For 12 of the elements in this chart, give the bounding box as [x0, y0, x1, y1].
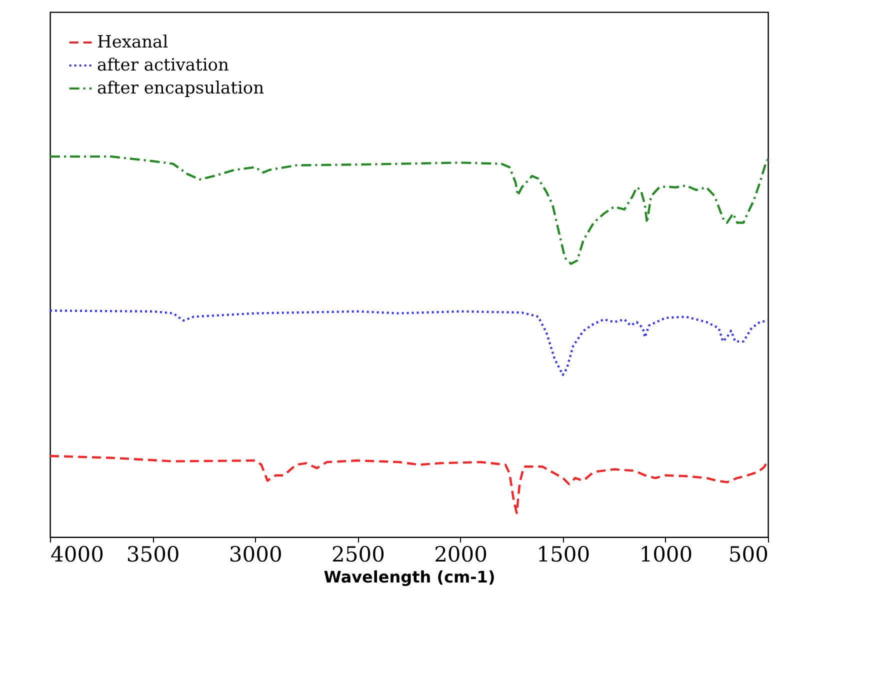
x-tick-label: 2500	[331, 542, 385, 566]
x-tick-label: 500	[728, 542, 768, 566]
x-tick-label: 4000	[50, 542, 104, 566]
x-tick-label: 3000	[228, 542, 282, 566]
legend-label: after activation	[97, 56, 230, 76]
legend-label: Hexanal	[97, 32, 168, 52]
x-tick-label: 1000	[639, 542, 693, 566]
x-tick-label: 3500	[126, 542, 180, 566]
legend-label: after encapsulation	[97, 78, 264, 98]
x-tick-label: 1500	[536, 542, 590, 566]
x-tick-label: 2000	[434, 542, 488, 566]
x-axis-title: Wavelength (cm-1)	[324, 568, 496, 586]
